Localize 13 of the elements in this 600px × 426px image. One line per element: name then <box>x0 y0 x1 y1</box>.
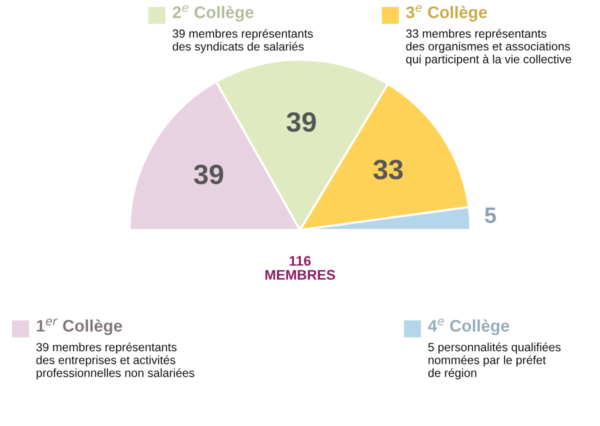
data-label: 33 <box>373 160 403 180</box>
text: 5 personnalités qualifiées nommées par le préfet de région <box>428 342 561 380</box>
text: 39 membres représentants des entreprises et activités professionnelles non salariées <box>36 342 194 380</box>
data-label: 5 <box>484 208 496 224</box>
text: 116 MEMBRES <box>265 256 335 280</box>
data-label: 39 <box>194 164 224 184</box>
legend-label: 4$^{e}$ Collège <box>428 318 510 336</box>
data-label: 39 <box>286 112 316 132</box>
text: 39 membres représentants des syndicats de salariés <box>172 28 313 53</box>
legend-label: 1$^{er}$ Collège <box>36 318 122 336</box>
legend-label: 3$^{e}$ Collège <box>406 5 487 22</box>
legend-label: 2$^{e}$ Collège <box>172 5 254 22</box>
text: 33 membres représentants des organismes et associations qui participent à la vie collective <box>406 28 572 66</box>
